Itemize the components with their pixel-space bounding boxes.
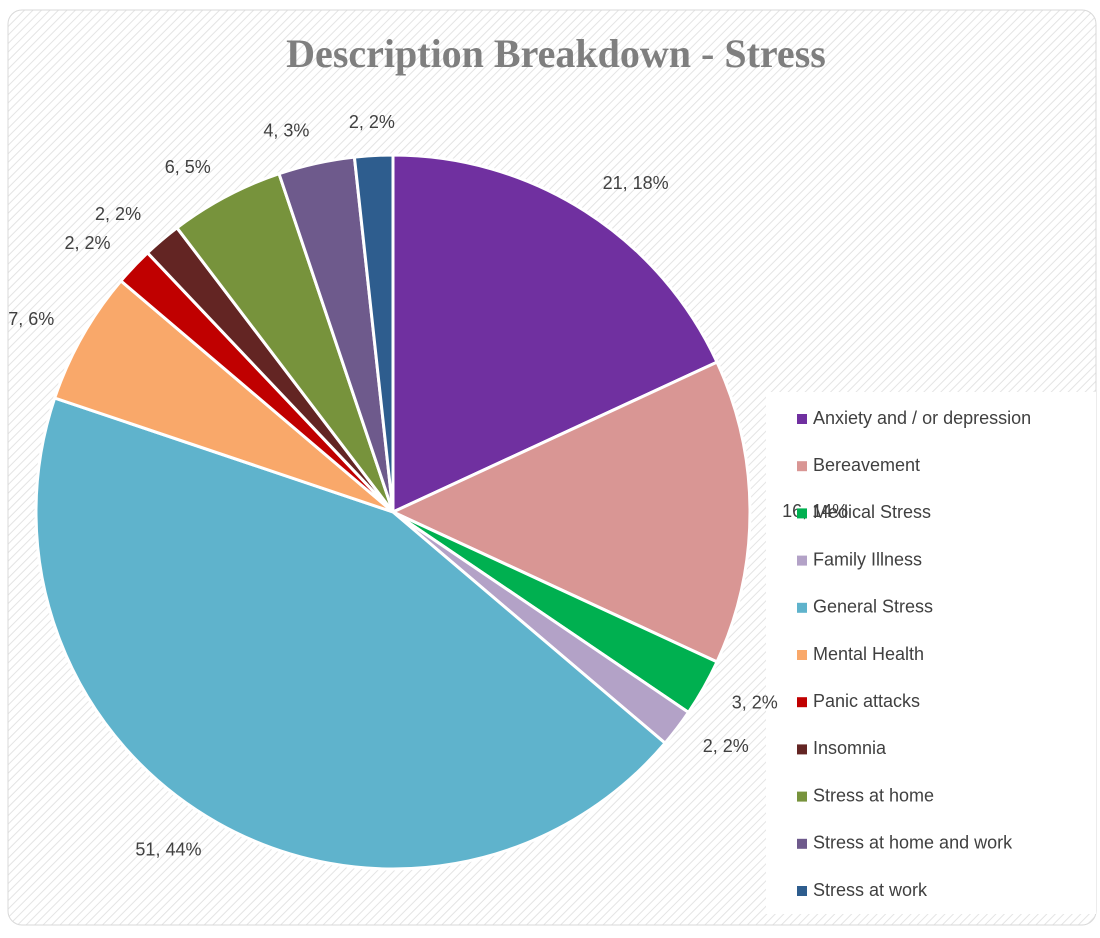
pie-slice — [52, 278, 394, 514]
legend-background — [766, 392, 1096, 914]
legend-swatch — [797, 650, 807, 660]
legend-swatch — [797, 555, 807, 566]
data-label: 3, 2% — [732, 692, 778, 712]
legend-label: Stress at home and work — [813, 833, 1013, 853]
legend-label: Bereavement — [813, 455, 920, 475]
data-label: 2, 2% — [703, 736, 749, 756]
legend-swatch — [797, 697, 807, 708]
chart-title: Description Breakdown - Stress — [286, 31, 826, 76]
pie-slice — [352, 153, 395, 513]
data-label: 2, 2% — [349, 112, 395, 132]
data-label: 2, 2% — [95, 204, 141, 224]
data-label: 4, 3% — [263, 121, 309, 141]
legend-label: Anxiety and / or depression — [813, 408, 1031, 428]
legend-label: Insomnia — [813, 738, 887, 758]
legend-label: Family Illness — [813, 549, 922, 569]
data-label: 2, 2% — [64, 233, 110, 253]
legend-label: Medical Stress — [813, 502, 931, 522]
legend-swatch — [797, 744, 807, 755]
legend-label: General Stress — [813, 597, 933, 617]
pie-slice — [34, 396, 668, 871]
pie-slice — [391, 153, 719, 515]
legend-swatch — [797, 886, 807, 896]
legend-swatch — [797, 791, 807, 802]
legend-swatch — [797, 414, 807, 424]
data-label: 6, 5% — [165, 157, 211, 177]
legend-swatch — [797, 838, 807, 849]
legend-label: Stress at work — [813, 880, 928, 900]
legend-swatch — [797, 602, 807, 613]
data-label: 21, 18% — [603, 173, 669, 193]
data-label: 7, 6% — [8, 309, 54, 329]
legend-label: Panic attacks — [813, 691, 920, 711]
legend-swatch — [797, 508, 807, 519]
legend-label: Mental Health — [813, 644, 924, 664]
legend-label: Stress at home — [813, 785, 934, 805]
pie-slice — [389, 360, 752, 664]
legend-swatch — [797, 461, 807, 472]
data-label: 51, 44% — [135, 839, 201, 859]
